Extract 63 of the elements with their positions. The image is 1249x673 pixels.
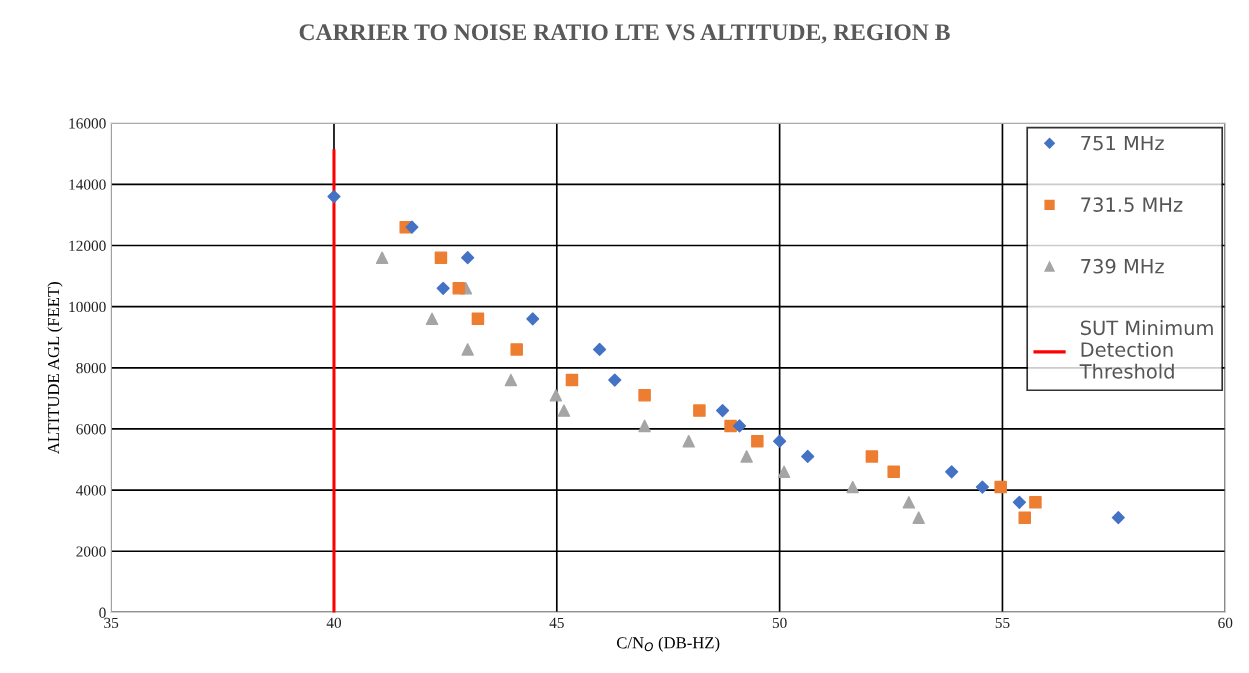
point: [565, 373, 579, 387]
y-tick-label: 16000: [69, 118, 106, 129]
point: [526, 312, 540, 326]
x-tick-label: 35: [104, 617, 119, 629]
y-tick-label: 14000: [69, 179, 106, 190]
point: [740, 450, 753, 463]
point: [436, 281, 450, 295]
point: [452, 282, 466, 295]
x-tick-label: 60: [1218, 617, 1233, 629]
x-tick-label: 50: [772, 617, 787, 629]
point: [638, 419, 651, 433]
x-tick-label: 40: [326, 617, 342, 629]
point: [327, 189, 341, 204]
point: [777, 465, 791, 479]
point: [504, 373, 518, 387]
point: [557, 404, 571, 417]
legend-label: 739 MHz: [1081, 258, 1164, 274]
point: [773, 434, 787, 448]
y-tick-label: 10000: [69, 301, 106, 313]
point: [887, 465, 900, 479]
point: [751, 434, 764, 448]
point: [1018, 511, 1031, 524]
point: [994, 480, 1007, 494]
point: [715, 404, 730, 418]
point: [682, 434, 695, 448]
point: [592, 342, 607, 357]
point: [912, 511, 925, 524]
point: [945, 465, 959, 479]
point: [693, 404, 706, 417]
point: [510, 343, 523, 356]
point: [405, 220, 419, 234]
point: [732, 419, 747, 433]
y-tick-label: 12000: [69, 240, 106, 251]
point: [846, 480, 859, 494]
point: [801, 449, 815, 464]
point: [638, 389, 651, 402]
legend-label: 751 MHz: [1081, 135, 1164, 151]
point: [975, 480, 989, 494]
point: [434, 251, 448, 264]
y-tick-label: 8000: [76, 362, 106, 374]
point: [375, 251, 389, 264]
x-tick-label: 55: [995, 617, 1010, 629]
point: [471, 312, 485, 326]
point: [1029, 496, 1042, 509]
y-tick-label: 0: [99, 607, 106, 618]
y-tick-label: 6000: [76, 424, 106, 435]
point: [549, 389, 563, 402]
point: [461, 251, 475, 265]
chart-title: CARRIER TO NOISE RATIO LTE VS ALTITUDE, REGION B: [299, 24, 950, 44]
point: [461, 343, 474, 356]
point: [1012, 495, 1026, 509]
legend-label: SUT Minimum Detection Threshold: [1079, 320, 1213, 379]
legend-label: 731.5 MHz: [1081, 197, 1183, 212]
x-tick-label: 45: [549, 617, 564, 629]
point: [425, 312, 439, 326]
y-tick-label: 2000: [76, 546, 106, 557]
point: [902, 496, 916, 509]
x-axis-title: C/N$_{O}$ (DB-HZ): [616, 636, 720, 652]
y-axis-title: ALTITUDE AGL (FEET): [47, 282, 63, 455]
point: [608, 373, 622, 387]
point: [865, 450, 879, 463]
y-tick-label: 4000: [76, 485, 106, 496]
point: [1111, 511, 1125, 525]
